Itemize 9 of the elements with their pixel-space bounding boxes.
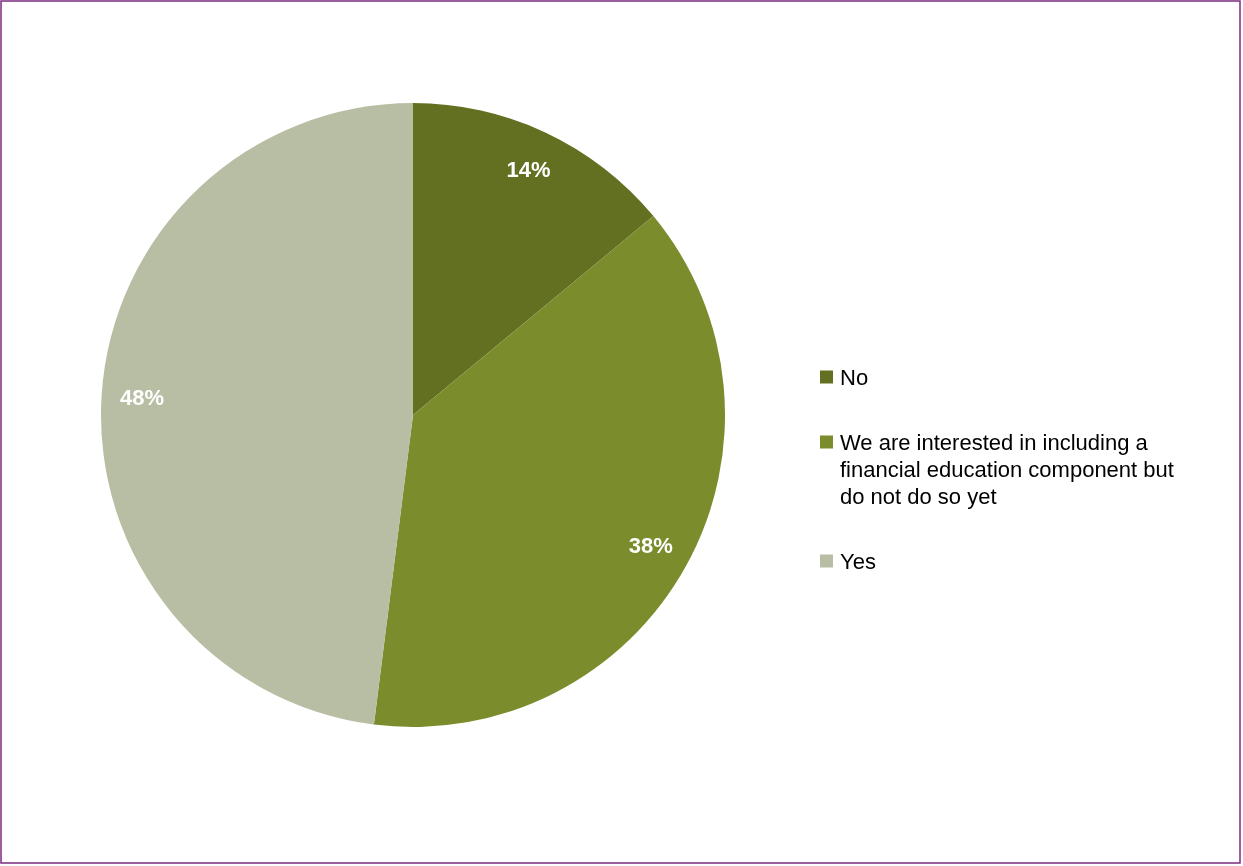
data-label: 14% — [506, 156, 551, 182]
pie-slice — [373, 216, 725, 727]
data-label: 38% — [628, 533, 673, 559]
legend-label: No — [840, 364, 869, 390]
legend-label: Yes — [840, 548, 876, 574]
data-label: 48% — [120, 385, 165, 411]
pie-slice — [413, 103, 654, 415]
legend-label: We are interested in including a financial education component but do not do so yet — [840, 429, 1174, 509]
pie-slice — [101, 103, 413, 725]
